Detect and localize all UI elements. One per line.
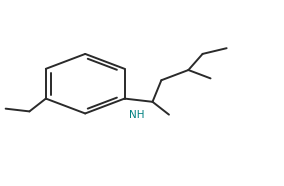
Text: NH: NH xyxy=(130,110,145,120)
